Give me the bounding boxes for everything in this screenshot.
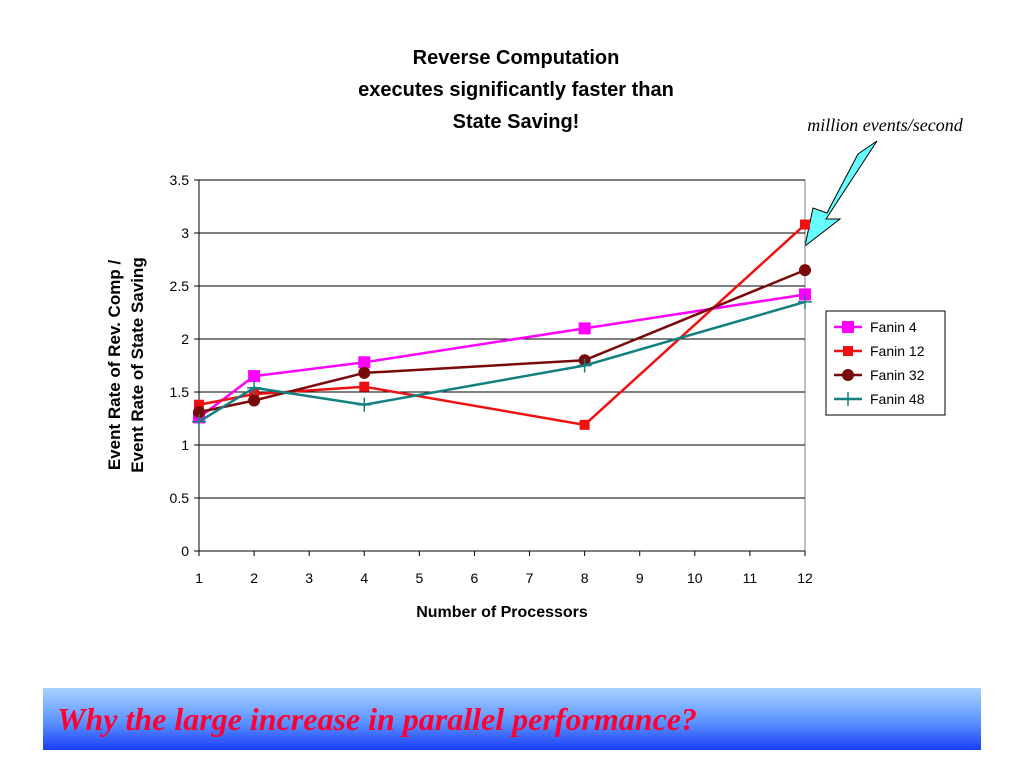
footer-banner: Why the large increase in parallel perfo… [43,688,981,750]
y-tick-label: 2 [181,331,189,347]
series-fanin-32 [193,264,811,419]
chart-title-line-1: Reverse Computation [413,47,620,69]
y-tick-label: 1 [181,437,189,453]
chart-title-line-2: executes significantly faster than [358,79,674,101]
x-tick-label: 1 [195,570,203,586]
legend-label: Fanin 32 [870,367,925,383]
y-tick-label: 0 [181,543,189,559]
data-point [247,380,262,395]
x-tick-label: 3 [305,570,313,586]
legend-label: Fanin 12 [870,343,925,359]
data-point [799,264,811,277]
legend-item: Fanin 32 [834,367,925,383]
data-point [579,419,590,430]
x-tick-label: 4 [360,570,368,586]
x-tick-label: 9 [636,570,644,586]
x-tick-label: 12 [797,570,813,586]
legend-swatch-marker [842,369,854,381]
data-point [798,294,812,309]
legend-item: Fanin 12 [834,343,925,359]
data-point [358,356,371,369]
gridlines [199,179,805,499]
chart-title: Reverse Computation executes significant… [358,47,674,133]
x-tick-label: 7 [526,570,534,586]
data-point [800,219,810,230]
y-tick-label: 3 [181,225,189,241]
legend-label: Fanin 4 [870,319,917,335]
x-tick-label: 10 [687,570,703,586]
data-point [578,322,591,335]
series-fanin-4 [193,288,811,424]
data-point [359,381,370,392]
data-point [577,358,592,373]
data-point [248,394,261,407]
y-tick-label: 0.5 [170,490,190,506]
annotation-label: million events/second [807,115,963,135]
chart-title-line-3: State Saving! [453,111,580,133]
legend-item: Fanin 48 [834,391,925,407]
y-axis-title: Event Rate of Rev. Comp / Event Rate of … [105,257,147,472]
legend-swatch-marker [841,392,855,406]
legend-item: Fanin 4 [834,319,917,335]
data-point [192,414,206,429]
legend-swatch-marker [843,346,853,356]
y-axis-ticks: 0 0.5 1 1.5 2 2.5 3 3.5 [170,172,199,559]
chart: Reverse Computation executes significant… [105,47,964,621]
series-line [198,293,806,419]
y-tick-label: 2.5 [170,278,190,294]
data-point [358,366,371,379]
legend-swatch-marker [842,321,854,333]
legend-label: Fanin 48 [870,391,925,407]
data-point [248,370,261,383]
axes [198,180,805,552]
x-axis-title: Number of Processors [416,604,588,621]
banner-question: Why the large increase in parallel perfo… [57,701,697,737]
data-point [357,397,372,412]
y-axis-title-line-1: Event Rate of Rev. Comp / [105,260,124,471]
series-line [198,300,806,423]
series-fanin-12 [194,219,810,430]
y-axis-title-line-2: Event Rate of State Saving [128,257,147,472]
x-tick-label: 5 [415,570,423,586]
series-fanin-48 [192,294,812,429]
x-tick-label: 8 [581,570,589,586]
x-axis-ticks: 1 2 3 4 5 6 7 8 9 10 11 12 [195,551,813,586]
x-tick-label: 11 [743,570,758,586]
annotation-arrow [804,140,878,248]
x-tick-label: 6 [471,570,479,586]
x-tick-label: 2 [250,570,258,586]
y-tick-label: 1.5 [170,384,190,400]
y-tick-label: 3.5 [170,172,190,188]
series-line [198,223,806,427]
legend: Fanin 4 Fanin 12 Fanin 32 Fanin 48 [825,310,946,416]
series-group [192,219,812,430]
